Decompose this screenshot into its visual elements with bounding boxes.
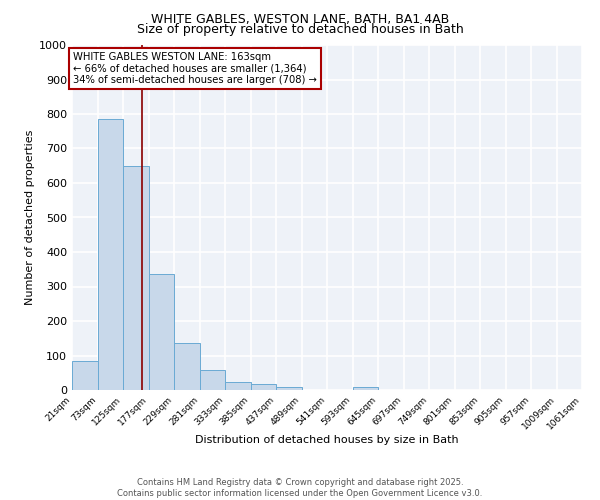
Bar (149, 274, 174, 390)
Bar (97, 119, 123, 390)
Bar (174, 344, 199, 390)
Bar (353, 386, 378, 390)
Y-axis label: Number of detached properties: Number of detached properties (25, 130, 35, 305)
Text: Contains HM Land Registry data © Crown copyright and database right 2025.
Contai: Contains HM Land Registry data © Crown c… (118, 478, 482, 498)
X-axis label: Distribution of detached houses by size in Bath: Distribution of detached houses by size … (195, 435, 459, 445)
Bar (72, 360, 97, 390)
Bar (251, 384, 276, 390)
Text: Size of property relative to detached houses in Bath: Size of property relative to detached ho… (137, 22, 463, 36)
Text: WHITE GABLES, WESTON LANE, BATH, BA1 4AB: WHITE GABLES, WESTON LANE, BATH, BA1 4AB (151, 12, 449, 26)
Bar (225, 382, 251, 390)
Text: WHITE GABLES WESTON LANE: 163sqm
← 66% of detached houses are smaller (1,364)
34: WHITE GABLES WESTON LANE: 163sqm ← 66% o… (73, 52, 317, 85)
Bar (123, 166, 149, 390)
Bar (276, 387, 302, 390)
Bar (199, 370, 225, 390)
